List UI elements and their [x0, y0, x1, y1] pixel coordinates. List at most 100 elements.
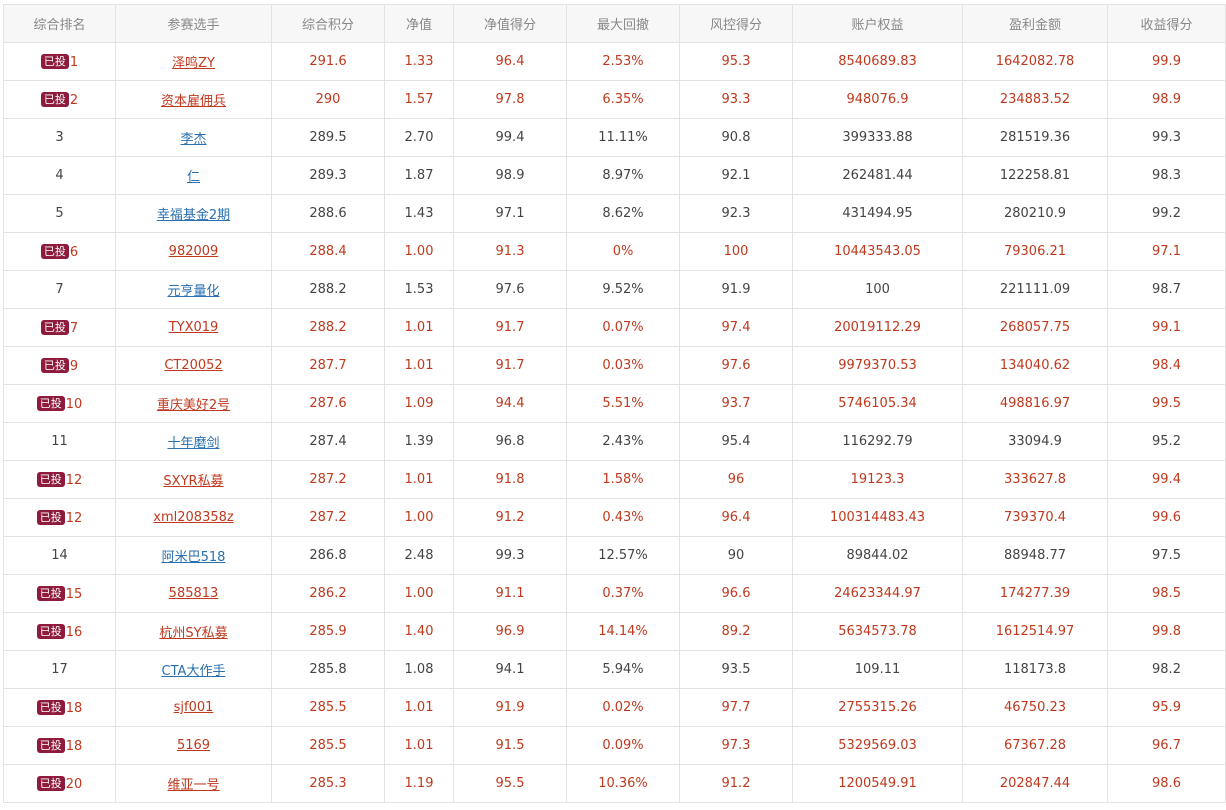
table-row: 已投 15 585813 286.2 1.00 91.1 0.37% 96.6 24623344… [3, 574, 1226, 613]
cell-nav-score: 97.8 [453, 80, 567, 119]
rank-number: 12 [65, 510, 83, 526]
cell-nav: 2.48 [384, 536, 454, 575]
cell-max-drawdown: 9.52% [566, 270, 680, 309]
player-link[interactable]: 泽鸣ZY [172, 56, 215, 71]
cell-return-score: 98.3 [1107, 156, 1226, 195]
player-link[interactable]: 585813 [168, 586, 219, 601]
header-max-drawdown[interactable]: 最大回撤 [566, 4, 680, 43]
cell-nav-score: 91.7 [453, 346, 567, 385]
cell-max-drawdown: 0.37% [566, 574, 680, 613]
cell-nav-score: 95.5 [453, 764, 567, 803]
rank-number: 6 [69, 244, 79, 260]
cell-max-drawdown: 0.43% [566, 498, 680, 537]
cell-nav: 1.53 [384, 270, 454, 309]
table-row: 已投 18 5169 285.5 1.01 91.5 0.09% 97.3 5329569.03… [3, 726, 1226, 765]
player-link[interactable]: TYX019 [168, 320, 219, 335]
cell-risk-score: 90 [679, 536, 793, 575]
player-link[interactable]: 阿米巴518 [161, 550, 226, 565]
rank-number: 14 [51, 548, 68, 563]
cell-rank: 已投 15 [3, 574, 116, 613]
cell-risk-score: 97.6 [679, 346, 793, 385]
cell-nav: 1.57 [384, 80, 454, 119]
cell-account-equity: 399333.88 [792, 118, 963, 157]
cell-risk-score: 91.9 [679, 270, 793, 309]
player-link[interactable]: 5169 [176, 738, 211, 753]
table-row: 3 李杰 289.5 2.70 99.4 11.11% 90.8 399333.88 28151… [3, 118, 1226, 157]
header-total-score[interactable]: 综合积分 [271, 4, 385, 43]
cell-risk-score: 96 [679, 460, 793, 499]
invested-badge: 已投 [36, 699, 65, 715]
player-link[interactable]: 资本雇佣兵 [160, 94, 226, 109]
invested-badge: 已投 [40, 357, 69, 373]
player-link[interactable]: CTA大作手 [161, 664, 226, 679]
cell-nav-score: 99.3 [453, 536, 567, 575]
header-player[interactable]: 参赛选手 [115, 4, 272, 43]
cell-total-score: 285.9 [271, 612, 385, 651]
table-row: 已投 12 xml208358z 287.2 1.00 91.2 0.43% 96.4 1003… [3, 498, 1226, 537]
cell-risk-score: 95.4 [679, 422, 793, 461]
table-row: 17 CTA大作手 285.8 1.08 94.1 5.94% 93.5 109.11 1181… [3, 650, 1226, 689]
invested-badge: 已投 [36, 775, 65, 791]
cell-player: CTA大作手 [115, 650, 272, 689]
cell-rank: 已投 18 [3, 688, 116, 727]
header-rank[interactable]: 综合排名 [3, 4, 116, 43]
header-nav[interactable]: 净值 [384, 4, 454, 43]
player-link[interactable]: 维亚一号 [167, 778, 220, 793]
cell-rank: 14 [3, 536, 116, 575]
cell-total-score: 285.5 [271, 726, 385, 765]
rank-number: 11 [51, 434, 68, 449]
player-link[interactable]: sjf001 [173, 700, 214, 715]
cell-total-score: 291.6 [271, 42, 385, 81]
player-link[interactable]: 杭州SY私募 [159, 626, 228, 641]
cell-nav-score: 91.2 [453, 498, 567, 537]
player-link[interactable]: CT20052 [164, 358, 223, 373]
player-link[interactable]: 982009 [168, 244, 219, 259]
cell-rank: 11 [3, 422, 116, 461]
player-link[interactable]: 李杰 [180, 132, 207, 147]
invested-badge: 已投 [40, 53, 69, 69]
player-link[interactable]: 重庆美好2号 [156, 398, 231, 413]
cell-risk-score: 91.2 [679, 764, 793, 803]
rank-number: 9 [69, 358, 79, 374]
cell-max-drawdown: 6.35% [566, 80, 680, 119]
cell-player: 维亚一号 [115, 764, 272, 803]
header-risk-score[interactable]: 风控得分 [679, 4, 793, 43]
cell-risk-score: 97.3 [679, 726, 793, 765]
cell-nav-score: 91.5 [453, 726, 567, 765]
cell-max-drawdown: 5.94% [566, 650, 680, 689]
cell-player: 阿米巴518 [115, 536, 272, 575]
cell-profit-amount: 1612514.97 [962, 612, 1108, 651]
player-link[interactable]: SXYR私募 [163, 474, 224, 489]
cell-profit-amount: 79306.21 [962, 232, 1108, 271]
cell-player: 杭州SY私募 [115, 612, 272, 651]
rank-number: 10 [65, 396, 83, 412]
header-profit-amount[interactable]: 盈利金额 [962, 4, 1108, 43]
cell-account-equity: 5634573.78 [792, 612, 963, 651]
cell-total-score: 290 [271, 80, 385, 119]
player-link[interactable]: xml208358z [153, 510, 234, 525]
invested-badge: 已投 [40, 91, 69, 107]
cell-nav-score: 98.9 [453, 156, 567, 195]
cell-max-drawdown: 10.36% [566, 764, 680, 803]
player-link[interactable]: 元亨量化 [167, 284, 220, 299]
header-return-score[interactable]: 收益得分 [1107, 4, 1226, 43]
cell-nav: 1.01 [384, 460, 454, 499]
player-link[interactable]: 仁 [186, 170, 200, 185]
cell-return-score: 96.7 [1107, 726, 1226, 765]
table-row: 已投 20 维亚一号 285.3 1.19 95.5 10.36% 91.2 1200549.9… [3, 764, 1226, 803]
cell-nav-score: 99.4 [453, 118, 567, 157]
player-link[interactable]: 十年磨剑 [167, 436, 220, 451]
cell-return-score: 99.8 [1107, 612, 1226, 651]
header-nav-score[interactable]: 净值得分 [453, 4, 567, 43]
cell-profit-amount: 234883.52 [962, 80, 1108, 119]
cell-player: 资本雇佣兵 [115, 80, 272, 119]
header-account-equity[interactable]: 账户权益 [792, 4, 963, 43]
player-link[interactable]: 幸福基金2期 [156, 208, 231, 223]
invested-badge: 已投 [36, 585, 65, 601]
table-row: 已投 9 CT20052 287.7 1.01 91.7 0.03% 97.6 9979370.… [3, 346, 1226, 385]
cell-player: SXYR私募 [115, 460, 272, 499]
rank-number: 3 [55, 130, 64, 145]
cell-profit-amount: 202847.44 [962, 764, 1108, 803]
cell-max-drawdown: 0.07% [566, 308, 680, 347]
cell-risk-score: 96.6 [679, 574, 793, 613]
